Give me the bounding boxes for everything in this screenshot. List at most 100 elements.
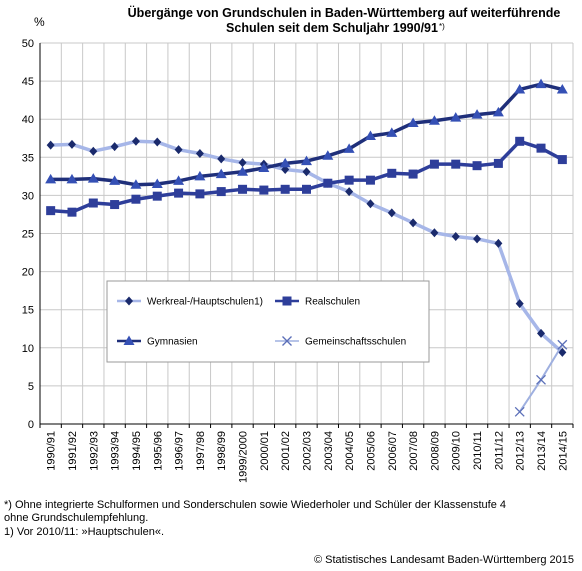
data-point <box>365 175 375 185</box>
x-tick-labels: 1990/91 1991/92 1992/93 1993/94 1994/95 1995/… <box>46 431 570 483</box>
x-tick-label: 1997/98 <box>195 431 207 471</box>
data-point <box>216 187 226 197</box>
data-point <box>238 184 248 194</box>
y-axis-unit: % <box>34 15 45 29</box>
data-point <box>514 406 525 417</box>
data-point <box>387 168 397 178</box>
data-point <box>494 238 503 248</box>
data-point <box>46 140 55 150</box>
x-tick-label: 2011/12 <box>493 431 505 470</box>
y-tick-label: 35 <box>22 152 34 164</box>
data-point <box>558 347 567 357</box>
legend-label: Realschulen <box>305 297 360 308</box>
data-point <box>471 109 483 119</box>
data-point <box>194 170 206 181</box>
data-point <box>556 83 568 94</box>
data-point <box>259 185 269 195</box>
data-point <box>535 78 547 89</box>
x-tick-label: 2009/10 <box>451 431 463 471</box>
x-tick-label: 1994/95 <box>131 431 143 471</box>
data-point <box>386 127 398 137</box>
data-point <box>131 194 141 204</box>
y-tick-label: 15 <box>22 305 34 317</box>
x-tick-label: 2002/03 <box>302 431 314 471</box>
data-point <box>279 157 291 168</box>
y-tick-label: 0 <box>28 419 34 431</box>
data-point <box>407 117 419 128</box>
data-point <box>557 155 567 165</box>
x-tick-label: 2001/02 <box>280 431 292 471</box>
series-layer <box>45 78 568 417</box>
data-point <box>492 106 504 117</box>
x-tick-label: 2000/01 <box>259 431 271 471</box>
data-point <box>66 173 78 184</box>
legend-label: Werkreal-/Hauptschulen1) <box>147 297 263 308</box>
data-point <box>409 218 418 228</box>
data-point <box>344 175 354 185</box>
legend-item: Gemeinschaftsschulen <box>275 336 406 348</box>
legend-item: Werkreal-/Hauptschulen1) <box>117 296 263 308</box>
data-point <box>515 299 524 309</box>
series-3 <box>514 339 568 417</box>
data-point <box>89 146 98 156</box>
axes <box>39 43 574 428</box>
data-point <box>366 199 375 209</box>
data-point <box>110 200 120 210</box>
x-tick-label: 2004/05 <box>344 431 356 471</box>
x-tick-label: 2003/04 <box>323 431 335 471</box>
x-tick-label: 2010/11 <box>472 431 484 470</box>
data-point <box>451 232 460 242</box>
data-point <box>174 145 183 155</box>
data-point <box>451 159 461 169</box>
chart-title-footnote-mark: *) <box>439 22 445 31</box>
data-point <box>472 161 482 171</box>
y-tick-label: 30 <box>22 190 34 202</box>
chart-title-line-1: Übergänge von Grundschulen in Baden-Würt… <box>128 5 561 20</box>
footnote-3: 1) Vor 2010/11: »Hauptschulen«. <box>4 526 165 538</box>
data-point <box>67 207 77 217</box>
data-point <box>429 159 439 169</box>
legend-label: Gymnasien <box>147 337 198 348</box>
legend: Werkreal-/Hauptschulen1) Realschulen Gymna… <box>106 280 430 363</box>
data-point <box>280 184 290 194</box>
data-point <box>195 148 204 158</box>
series-1 <box>46 136 567 217</box>
x-tick-label: 2005/06 <box>365 431 377 471</box>
data-point <box>237 166 249 176</box>
footnote-2: ohne Grundschulempfehlung. <box>4 512 149 524</box>
x-tick-label: 2014/15 <box>557 431 569 471</box>
data-point <box>450 112 462 122</box>
x-tick-label: 1996/97 <box>174 431 186 471</box>
data-point <box>302 184 311 194</box>
data-point <box>109 175 121 185</box>
y-tick-label: 20 <box>22 267 34 279</box>
x-tick-label: 2013/14 <box>536 431 548 471</box>
data-point <box>67 139 76 149</box>
data-point <box>151 178 163 188</box>
legend-item: Gymnasien <box>117 335 198 348</box>
y-tick-label: 40 <box>22 114 34 126</box>
x-tick-label: 1995/96 <box>152 431 164 471</box>
y-tick-label: 10 <box>22 343 34 355</box>
data-point <box>515 136 525 146</box>
data-point <box>514 83 526 94</box>
y-tick-label: 25 <box>22 229 34 241</box>
copyright: © Statistisches Landesamt Baden-Württemb… <box>313 554 574 566</box>
data-point <box>345 187 354 197</box>
data-point <box>217 154 226 164</box>
data-point <box>131 136 140 146</box>
series-line <box>50 139 564 214</box>
x-tick-label: 1993/94 <box>110 431 122 471</box>
data-point <box>364 130 376 140</box>
legend-swatch-marker <box>282 336 292 346</box>
series-2 <box>45 78 568 189</box>
data-point <box>173 175 185 185</box>
data-point <box>258 162 270 172</box>
data-point <box>153 137 162 147</box>
data-point <box>45 173 57 184</box>
data-point <box>215 168 227 179</box>
legend-swatch-marker <box>125 296 133 306</box>
data-point <box>174 188 184 198</box>
data-point <box>88 198 98 208</box>
data-point <box>46 206 56 216</box>
